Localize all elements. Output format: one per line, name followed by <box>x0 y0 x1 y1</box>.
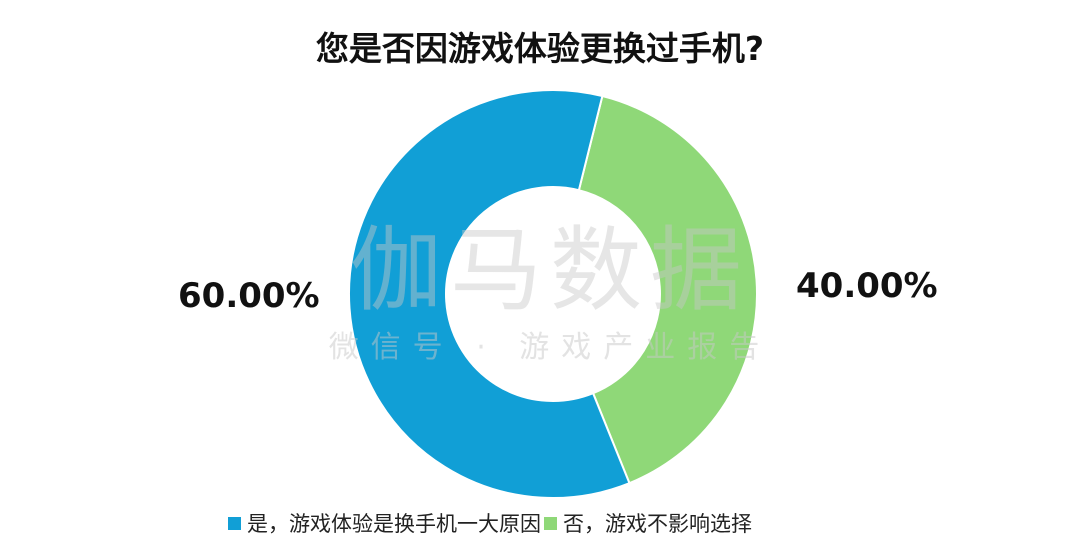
legend-label-no: 否，游戏不影响选择 <box>563 512 752 536</box>
watermark-logo: 伽马数据 <box>349 217 750 324</box>
legend-swatch-no <box>544 516 557 530</box>
legend-item-yes: 是，游戏体验是换手机一大原因 <box>228 508 541 538</box>
legend-swatch-yes <box>228 516 241 530</box>
chart-title: 您是否因游戏体验更换过手机? <box>315 29 765 68</box>
donut-slice-no <box>577 94 758 485</box>
donut-slice-yes <box>348 89 631 499</box>
watermark-subtitle: 微信号 · 游戏产业报告 <box>328 330 772 365</box>
legend-item-no: 否，游戏不影响选择 <box>544 508 752 538</box>
data-label-yes: 60.00% <box>178 276 320 316</box>
data-label-no: 40.00% <box>796 266 938 306</box>
legend-label-yes: 是，游戏体验是换手机一大原因 <box>247 512 541 536</box>
